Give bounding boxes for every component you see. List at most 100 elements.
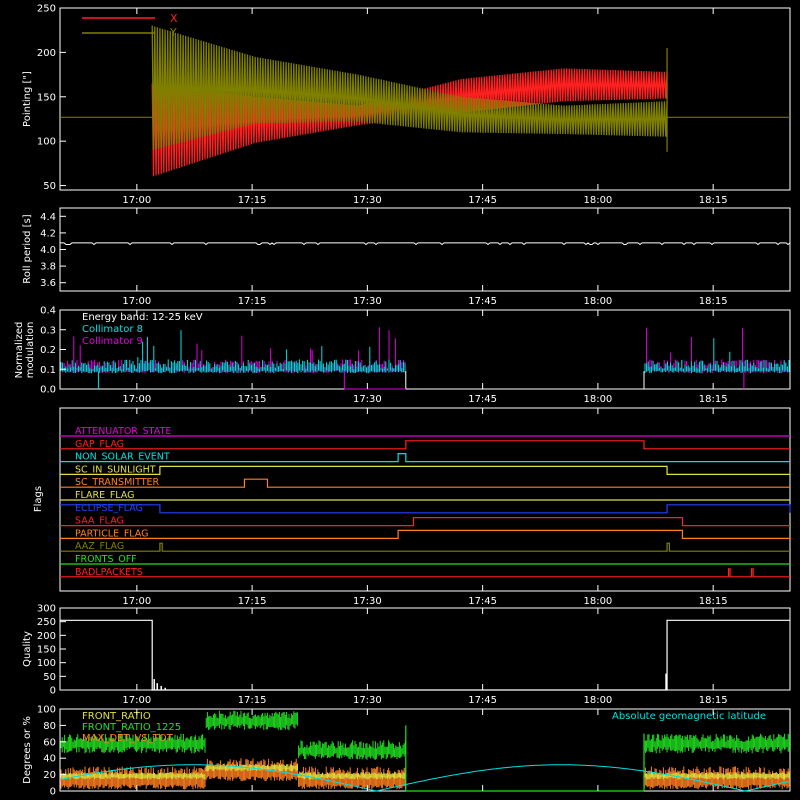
flag-eclipse-flag-line: [60, 504, 791, 514]
flags-series: ATTENUATOR_STATEGAP_FLAGNON_SOLAR_EVENTS…: [60, 426, 791, 578]
xtick-label: 17:30: [353, 296, 382, 307]
xtick-label: 17:30: [353, 596, 382, 607]
ytick-label: 50: [43, 181, 56, 192]
ytick-label: 4.4: [40, 212, 56, 223]
panel-flags: Flags 17:00 17:15 17:30 17:45 18:00 18:15 ATT…: [33, 407, 791, 607]
legend-y-label: Y: [169, 26, 177, 39]
ytick-label: 200: [37, 631, 56, 642]
quality-xticks: 17:00 17:15 17:30 17:45 18:00 18:15: [122, 695, 727, 706]
xtick-label: 18:15: [699, 394, 728, 405]
xtick-label: 18:15: [699, 695, 728, 706]
roll-yticks: 3.6 3.8 4.0 4.2 4.4: [40, 212, 56, 289]
pointing-series-y: [151, 25, 668, 150]
ratios-series: [59, 710, 791, 792]
flag-aaz-flag-line: [60, 542, 790, 552]
ytick-label: 100: [37, 137, 56, 148]
xtick-label: 18:15: [699, 195, 728, 206]
legend-x-label: X: [170, 12, 178, 25]
panel-pointing: Pointing ["] 50 100 150 200 250 17:00 17:15 17…: [22, 4, 791, 206]
ytick-label: 0.1: [40, 365, 56, 376]
roll-ylabel: Roll period [s]: [22, 214, 33, 283]
quality-series: [60, 619, 790, 691]
xtick-label: 18:15: [699, 596, 728, 607]
flag-badlpackets-line: [60, 568, 790, 578]
xtick-label: 18:00: [583, 394, 612, 405]
flag-flare-flag-label: FLARE_FLAG: [75, 490, 135, 501]
xtick-label: 18:00: [583, 596, 612, 607]
roll-xticks: 17:00 17:15 17:30 17:45 18:00 18:15: [122, 296, 727, 307]
panel-roll: Roll period [s] 3.63.84.04.24.4 17:00 17:…: [22, 207, 791, 307]
pointing-series: [60, 25, 790, 177]
xtick-label: 17:15: [238, 695, 267, 706]
ytick-label: 250: [37, 4, 56, 15]
quality-yticks: 0 50 100 150 200 250 300: [37, 604, 56, 697]
modulation-ylabel-1: Normalized: [14, 322, 25, 379]
ratios-yticks: 0 20 40 60 80 100: [37, 705, 56, 798]
modulation-gap-line: [405, 371, 645, 390]
flag-attenuator-state-label: ATTENUATOR_STATE: [75, 426, 171, 437]
xtick-label: 18:15: [699, 296, 728, 307]
ytick-label: 0: [50, 787, 56, 798]
ytick-label: 100: [37, 705, 56, 716]
ytick-label: 200: [37, 48, 56, 59]
quality-ylabel: Quality: [22, 631, 33, 667]
ytick-label: 100: [37, 658, 56, 669]
xtick-label: 17:00: [122, 596, 151, 607]
modulation-series: [60, 327, 790, 390]
flag-fronts-off-label: FRONTS_OFF: [75, 554, 137, 565]
xtick-label: 17:15: [238, 596, 267, 607]
ytick-label: 0.0: [40, 385, 56, 396]
flag-particle-flag-line: [60, 529, 790, 540]
ratios-legend-front: FRONT_RATIO: [82, 711, 151, 722]
panel-ratios: Degrees or % 0 20 40 60 80 100 FRONT_RATIO FR…: [22, 705, 791, 798]
xtick-label: 17:15: [238, 296, 267, 307]
flags-ylabel: Flags: [33, 486, 44, 512]
ratios-legend-maxdet: MAX_DET_VS_TOT: [82, 733, 174, 744]
xtick-label: 17:00: [122, 195, 151, 206]
pointing-ylabel: Pointing ["]: [22, 71, 33, 127]
xtick-label: 17:30: [353, 695, 382, 706]
flag-badlpackets-label: BADLPACKETS: [75, 567, 143, 578]
ytick-label: 0.2: [40, 345, 56, 356]
modulation-legend-title: Energy band: 12-25 keV: [82, 312, 203, 323]
ytick-label: 150: [37, 645, 56, 656]
flag-aaz-flag-label: AAZ_FLAG: [75, 541, 124, 552]
xtick-label: 17:45: [468, 296, 497, 307]
flag-non-solar-event-line: [60, 453, 790, 463]
ratios-series-latitude: [59, 764, 791, 792]
xtick-label: 17:15: [238, 195, 267, 206]
ytick-label: 20: [43, 770, 56, 781]
xtick-label: 18:00: [583, 296, 612, 307]
ytick-label: 4.2: [40, 228, 56, 239]
pointing-xticks: 17:00 17:15 17:30 17:45 18:00 18:15: [122, 195, 727, 206]
flag-particle-flag-label: PARTICLE_FLAG: [75, 528, 148, 539]
xtick-label: 18:00: [583, 195, 612, 206]
flag-saa-flag-label: SAA_FLAG: [75, 516, 124, 527]
ytick-label: 250: [37, 617, 56, 628]
xtick-label: 17:30: [353, 394, 382, 405]
modulation-yticks: 0.0 0.1 0.2 0.3 0.4: [40, 306, 56, 396]
modulation-ylabel-2: modulation: [25, 322, 36, 379]
xtick-label: 18:00: [583, 695, 612, 706]
xtick-label: 17:15: [238, 394, 267, 405]
ratios-series-front1225: [60, 710, 790, 760]
flag-sc-in-sunlight-label: SC_IN_SUNLIGHT: [75, 464, 156, 475]
ytick-label: 3.8: [40, 262, 56, 273]
flag-sc-transmitter-label: SC_TRANSMITTER: [75, 477, 160, 488]
ytick-label: 150: [37, 92, 56, 103]
roll-series-line: [60, 242, 791, 246]
modulation-series-cyan: [60, 330, 790, 374]
panel-modulation: Normalized modulation 0.0 0.1 0.2 0.3 0.4 17…: [14, 306, 791, 405]
pointing-frame: [59, 7, 791, 191]
xtick-label: 17:00: [122, 296, 151, 307]
xtick-label: 17:45: [468, 195, 497, 206]
quality-line: [60, 619, 790, 691]
ratios-legend-latitude: Absolute geomagnetic latitude: [612, 711, 766, 722]
ytick-label: 50: [43, 672, 56, 683]
ytick-label: 3.6: [40, 278, 56, 289]
modulation-legend-c9: Collimator 9: [82, 336, 143, 347]
flags-xticks: 17:00 17:15 17:30 17:45 18:00 18:15: [122, 596, 727, 607]
ytick-label: 0.4: [40, 306, 56, 317]
flag-non-solar-event-label: NON_SOLAR_EVENT: [75, 452, 170, 463]
xtick-label: 17:00: [122, 695, 151, 706]
